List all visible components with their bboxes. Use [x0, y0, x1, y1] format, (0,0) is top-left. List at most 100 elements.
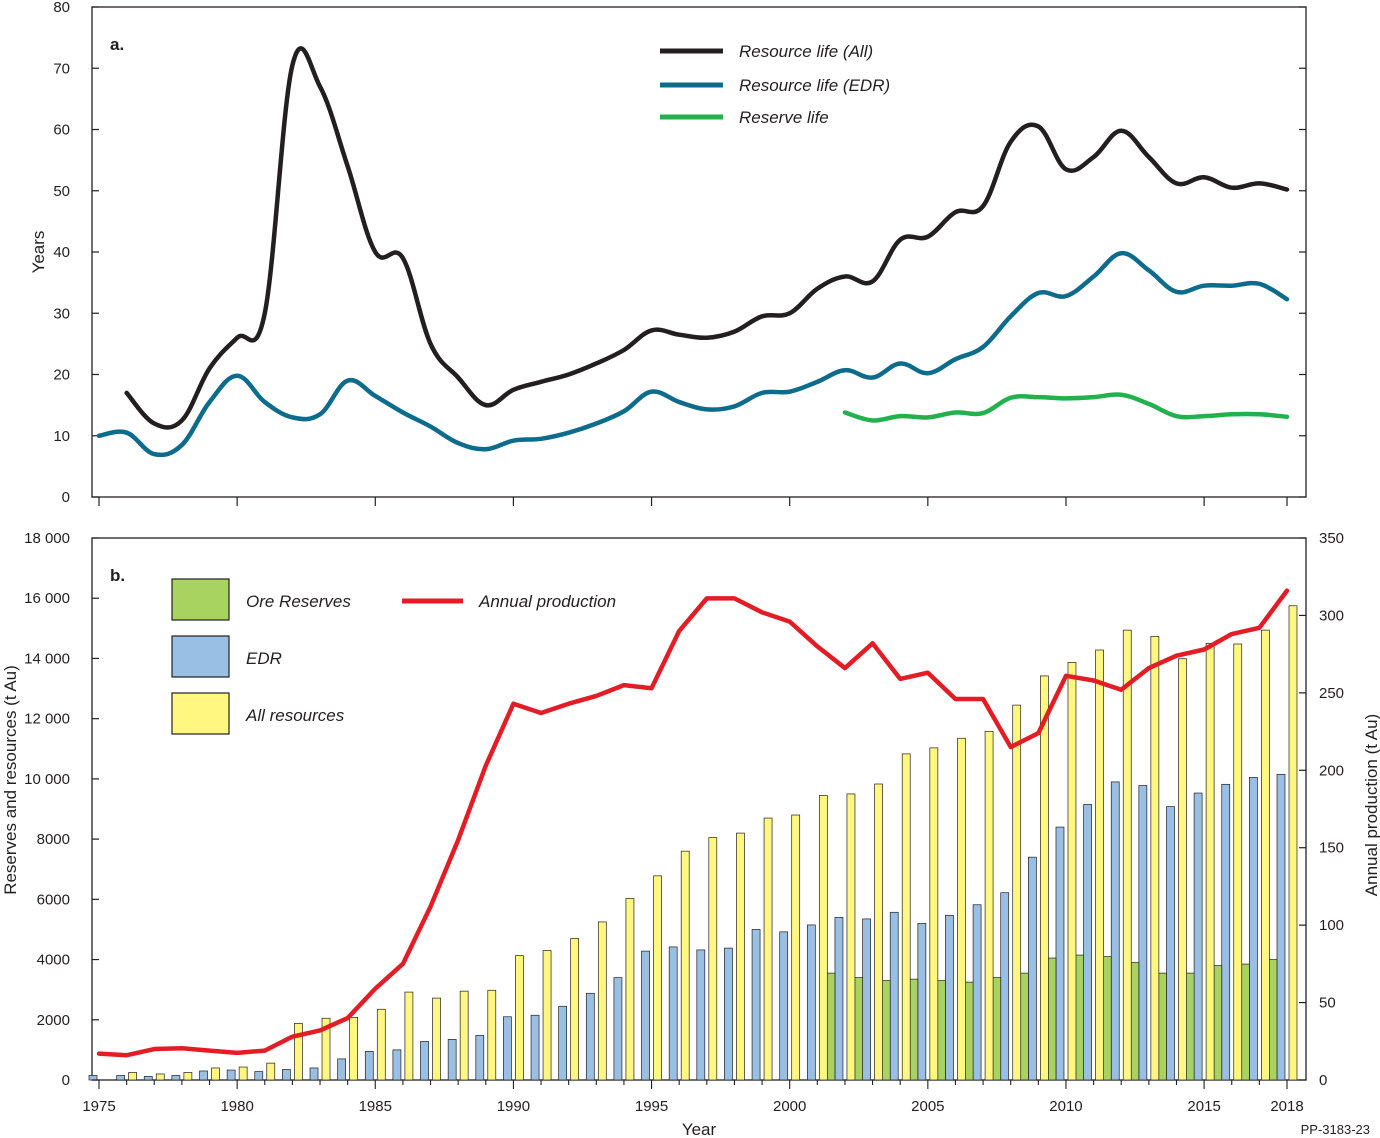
bar-edr [641, 950, 650, 1081]
bar-ore-reserves [1102, 956, 1112, 1081]
bar-edr [945, 914, 954, 1081]
bar-edr [1221, 783, 1231, 1081]
panel-b-y-tick-label: 8000 [37, 831, 70, 848]
bar-edr [475, 1035, 485, 1081]
bar-edr [392, 1049, 402, 1081]
line-reserve-life [842, 392, 1290, 423]
panel-a-y-tick-label: 30 [53, 305, 70, 322]
panel-a-y-tick-label: 50 [53, 183, 70, 200]
bar-all-resources [874, 783, 883, 1081]
panel-a-y-tick-label: 10 [53, 428, 70, 445]
bar-edr [226, 1069, 236, 1081]
bar-ore-reserves [1019, 972, 1029, 1081]
panel-a-y-tick-label: 40 [53, 244, 70, 261]
bar-all-resources [1233, 643, 1243, 1081]
panel-a-series [96, 46, 1290, 458]
bar-edr [917, 923, 927, 1081]
bar-all-resources [901, 753, 911, 1081]
bar-all-resources [736, 832, 745, 1081]
panel-b-x-tick-label: 1980 [220, 1098, 253, 1115]
panel-b-x-tick-label: 2005 [911, 1098, 944, 1115]
panel-b-y-tick-label: 2000 [37, 1012, 70, 1029]
bar-ore-reserves [1158, 972, 1167, 1081]
bar-all-resources [1205, 643, 1215, 1081]
bar-all-resources [1288, 605, 1298, 1081]
panel-b-y2-tick-label: 150 [1319, 840, 1344, 857]
panel-b-x-axis-title: Year [682, 1120, 717, 1138]
panel-b-x-tick-label: 1990 [497, 1098, 530, 1115]
bar-all-resources [349, 1017, 358, 1081]
bar-all-resources [376, 1008, 386, 1081]
bar-edr [1110, 781, 1120, 1081]
bar-ore-reserves [1213, 965, 1223, 1081]
panel-b-y2-tick-label: 300 [1319, 607, 1344, 624]
panel-b-bars [88, 605, 1298, 1081]
bar-edr [558, 1005, 568, 1081]
bar-edr [696, 949, 706, 1081]
bar-all-resources [238, 1066, 248, 1081]
bar-edr [447, 1038, 457, 1081]
bar-all-resources [597, 921, 607, 1081]
panel-b-y-tick-label: 0 [62, 1072, 70, 1089]
figure-reference: PP-3183-23 [1301, 1122, 1370, 1137]
bar-all-resources [542, 950, 552, 1081]
panel-b-y2-tick-label: 350 [1319, 530, 1344, 547]
bar-edr [337, 1058, 346, 1081]
panel-a-y-tick-label: 0 [62, 489, 70, 506]
legend-label-ore-reserves: Ore Reserves [246, 592, 351, 611]
bar-all-resources [1178, 658, 1187, 1081]
bar-all-resources [211, 1067, 220, 1081]
bar-ore-reserves [992, 977, 1002, 1081]
bar-all-resources [432, 997, 441, 1081]
bar-all-resources [763, 817, 773, 1081]
panel-b-y2-tick-label: 250 [1319, 685, 1344, 702]
bar-edr [282, 1069, 291, 1081]
bar-edr [364, 1051, 374, 1081]
bar-all-resources [459, 990, 469, 1081]
bar-all-resources [625, 898, 635, 1081]
bar-edr [806, 924, 816, 1081]
bar-edr [1249, 777, 1258, 1081]
bar-edr [1138, 785, 1148, 1081]
bar-ore-reserves [854, 977, 863, 1081]
panel-b-x-tick-label: 1985 [359, 1098, 392, 1115]
panel-b-x-tick-label: 2015 [1187, 1098, 1220, 1115]
bar-edr [1083, 804, 1092, 1081]
line-resource-life-all [124, 46, 1290, 430]
legend-label-all-resources: All resources [245, 706, 345, 725]
panel-a-y-tick-label: 80 [53, 0, 70, 16]
panel-b-y2-tick-label: 100 [1319, 917, 1344, 934]
bar-ore-reserves [826, 972, 836, 1081]
panel-a-ticks: 0 10 20 30 40 50 60 70 80 [53, 0, 1306, 506]
panel-b-y2-tick-label: 0 [1319, 1072, 1327, 1089]
bar-edr [1055, 826, 1065, 1081]
panel-a-y-tick-label: 60 [53, 122, 70, 139]
panel-b-y-tick-label: 14 000 [24, 650, 70, 667]
panel-b-y2-axis-title: Annual production (t Au) [1362, 714, 1380, 896]
bar-ore-reserves [909, 978, 919, 1081]
panel-b-y-tick-label: 18 000 [24, 530, 70, 547]
panel-a-y-tick-label: 20 [53, 367, 70, 384]
bar-edr [530, 1014, 540, 1081]
bar-edr [420, 1041, 429, 1081]
bar-all-resources [404, 991, 414, 1081]
panel-a-resource-life: 0 10 20 30 40 50 60 70 80 a. Years Resource life… [29, 0, 1307, 506]
legend-swatch-edr [171, 635, 230, 678]
bar-all-resources [708, 837, 718, 1081]
panel-b-x-tick-label: 1975 [82, 1098, 115, 1115]
bar-all-resources [128, 1072, 137, 1081]
panel-a-y-tick-label: 70 [53, 60, 70, 77]
bar-all-resources [1261, 629, 1270, 1081]
bar-all-resources [984, 730, 994, 1081]
panel-b-y-tick-label: 12 000 [24, 711, 70, 728]
panel-b-label: b. [110, 566, 125, 585]
bar-ore-reserves [1185, 972, 1195, 1081]
bar-edr [889, 911, 899, 1081]
bar-edr [585, 992, 595, 1081]
bar-ore-reserves [1268, 959, 1278, 1081]
bar-all-resources [846, 793, 856, 1081]
legend-swatch-all-resources [171, 692, 230, 735]
bar-all-resources [1095, 649, 1104, 1081]
